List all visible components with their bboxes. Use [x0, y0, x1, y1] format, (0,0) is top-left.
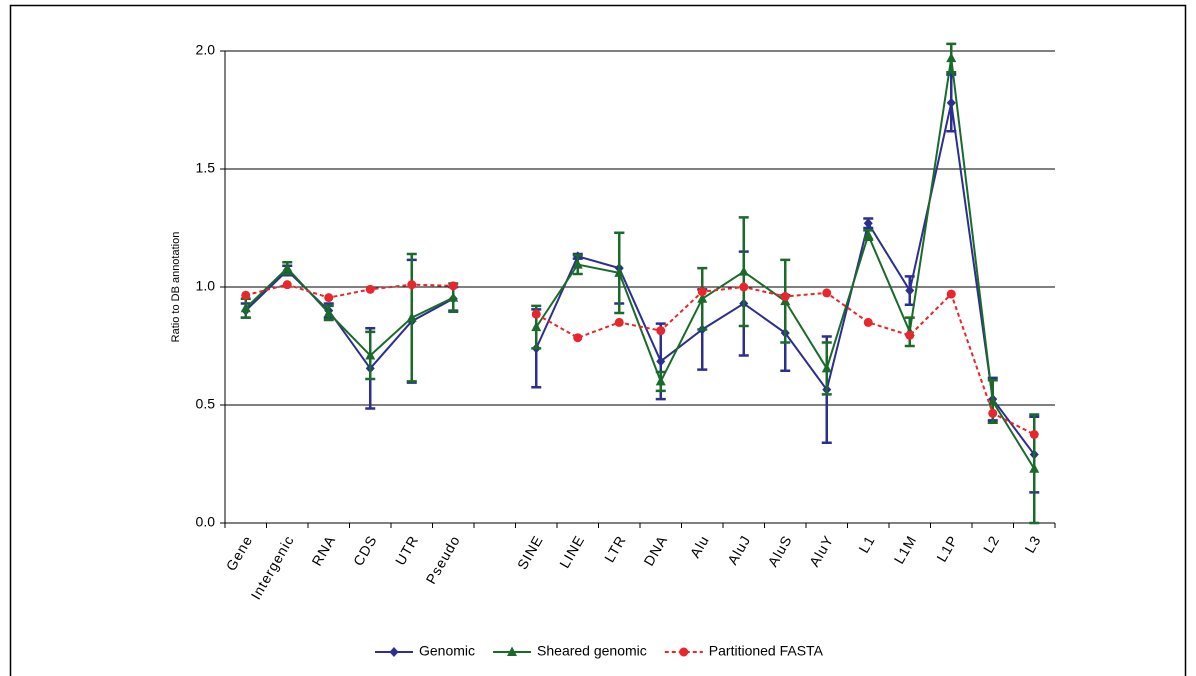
- y-tick-label: 0.5: [196, 396, 216, 412]
- y-axis-title: Ratio to DB annotation: [170, 232, 182, 343]
- legend-label: Partitioned FASTA: [709, 643, 824, 659]
- point: [323, 307, 334, 317]
- point: [531, 309, 541, 319]
- point: [614, 317, 624, 327]
- series: [240, 42, 1040, 525]
- point: [697, 287, 707, 297]
- point: [863, 229, 874, 240]
- point: [324, 293, 334, 303]
- point: [863, 317, 873, 327]
- point: [572, 259, 583, 269]
- legend-label: Genomic: [419, 643, 475, 659]
- y-tick-label: 1.0: [196, 278, 216, 294]
- point: [407, 280, 417, 290]
- point: [507, 646, 518, 656]
- point: [655, 375, 666, 386]
- y-tick-label: 0.0: [196, 514, 216, 530]
- point: [946, 289, 956, 299]
- y-tick-label: 1.5: [196, 160, 216, 176]
- point: [282, 280, 292, 290]
- point: [905, 285, 915, 296]
- point: [739, 282, 749, 292]
- point: [863, 218, 873, 229]
- x-tick-label: L2: [980, 532, 1003, 555]
- point: [573, 333, 583, 343]
- point: [240, 302, 251, 313]
- point: [1029, 463, 1040, 473]
- point: [448, 281, 458, 291]
- point: [987, 395, 998, 406]
- point: [988, 408, 998, 418]
- series: [241, 280, 1039, 439]
- x-tick-label: L1: [855, 532, 878, 555]
- point: [679, 647, 689, 657]
- point: [905, 330, 915, 340]
- point: [1029, 430, 1039, 439]
- frame: [9, 4, 1187, 676]
- point: [531, 321, 542, 332]
- point: [697, 293, 708, 303]
- point: [822, 288, 832, 298]
- point: [365, 284, 375, 294]
- point: [365, 349, 376, 360]
- point: [821, 362, 832, 373]
- x-tick-label: L3: [1021, 532, 1044, 555]
- point: [946, 52, 957, 63]
- point: [946, 97, 956, 108]
- point: [738, 266, 749, 276]
- point: [448, 292, 459, 302]
- point: [406, 312, 417, 322]
- legend-label: Sheared genomic: [537, 643, 647, 659]
- point: [614, 267, 625, 277]
- point: [282, 262, 293, 273]
- point: [656, 326, 666, 336]
- y-tick-label: 2.0: [196, 42, 216, 58]
- point: [656, 356, 666, 367]
- point: [780, 291, 790, 301]
- point: [241, 290, 251, 300]
- point: [389, 647, 399, 657]
